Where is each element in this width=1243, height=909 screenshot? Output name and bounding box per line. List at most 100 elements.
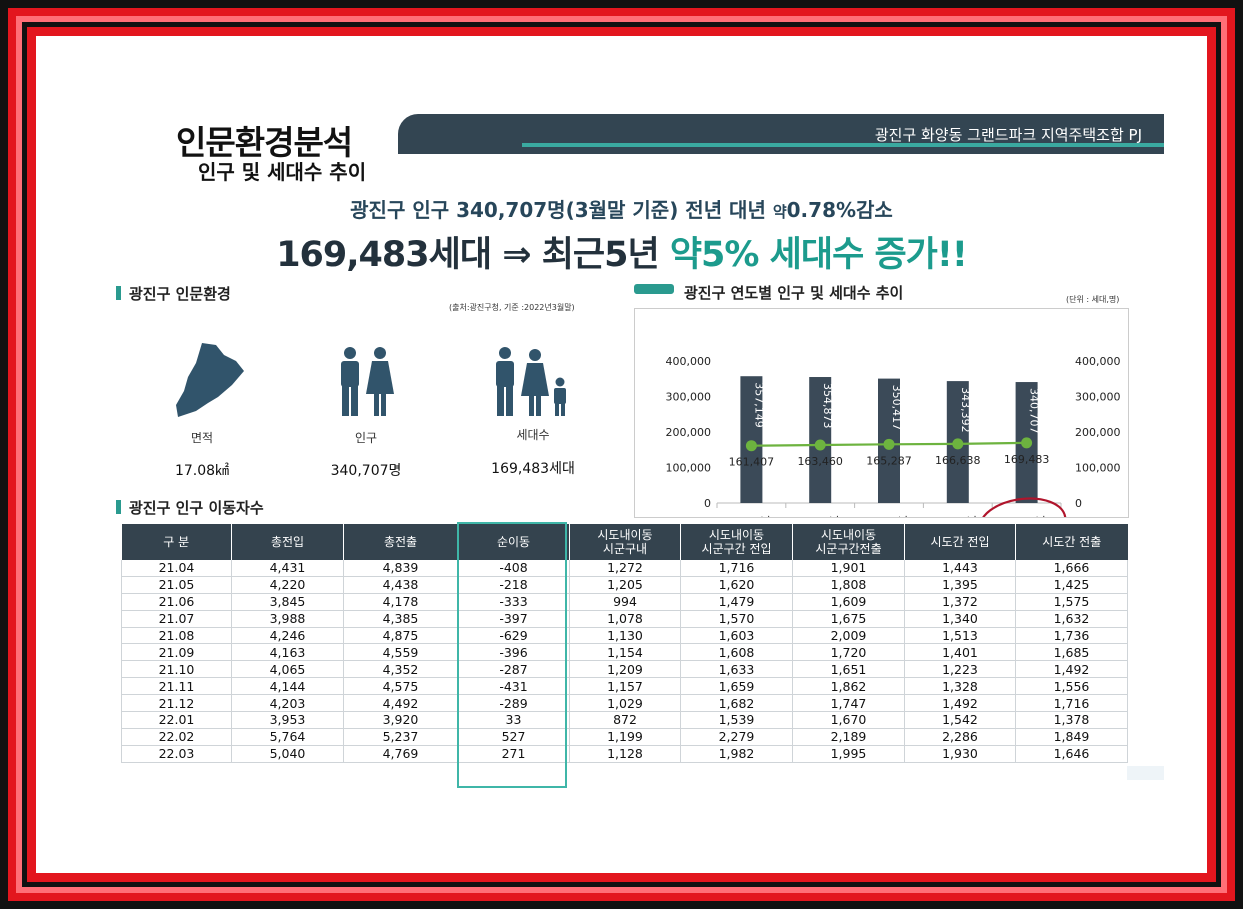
table-cell: 1,620 — [680, 576, 793, 594]
line-point — [952, 438, 964, 450]
table-cell: 4,431 — [231, 560, 344, 577]
table-cell: 4,385 — [343, 610, 458, 628]
table-cell: 2,009 — [792, 627, 905, 645]
table-row: 22.01 3,953 3,920 33 872 1,539 1,670 1,542 1,378 — [121, 711, 1128, 729]
table-cell: 1,372 — [904, 593, 1016, 611]
table-cell: -218 — [457, 576, 570, 594]
table-cell: 22.02 — [121, 728, 232, 746]
table-cell: 4,875 — [343, 627, 458, 645]
table-cell: 5,764 — [231, 728, 344, 746]
table-row: 21.10 4,065 4,352 -287 1,209 1,633 1,651 1,223 1… — [121, 660, 1128, 679]
table-cell: 1,716 — [1015, 694, 1128, 713]
line-point — [745, 440, 757, 452]
table-cell: 1,492 — [1015, 660, 1128, 679]
bar-data-label: 340,707 — [1028, 388, 1041, 434]
table-cell: 21.07 — [121, 610, 232, 628]
table-cell: 5,237 — [343, 728, 458, 746]
table-header: 총전출 — [343, 524, 458, 560]
table-cell: 3,845 — [231, 593, 344, 611]
table-cell: 21.04 — [121, 560, 232, 577]
table-cell: 4,065 — [231, 660, 344, 679]
bar-data-label: 350,417 — [890, 385, 903, 431]
table-cell: 22.01 — [121, 711, 232, 729]
table-cell: 1,205 — [569, 576, 681, 594]
y-tick-label-left: 200,000 — [666, 426, 712, 439]
table-cell: 4,220 — [231, 576, 344, 594]
table-cell: 2,279 — [680, 728, 793, 746]
table-cell: 1,608 — [680, 643, 793, 662]
line-point — [1021, 437, 1033, 449]
table-cell: 872 — [569, 711, 681, 729]
table-row: 21.06 3,845 4,178 -333 994 1,479 1,609 1,372 1,5… — [121, 593, 1128, 611]
table-row: 22.02 5,764 5,237 527 1,199 2,279 2,189 2,286 1,… — [121, 728, 1128, 746]
y-tick-label-left: 400,000 — [666, 355, 712, 368]
table-header: 시도간 전입 — [904, 524, 1016, 560]
table-cell: 4,178 — [343, 593, 458, 611]
table-cell: 21.05 — [121, 576, 232, 594]
table-cell: 4,144 — [231, 677, 344, 696]
table-cell: 21.10 — [121, 660, 232, 679]
table-cell: 1,340 — [904, 610, 1016, 628]
table-cell: 22.03 — [121, 745, 232, 763]
table-cell: -333 — [457, 593, 570, 611]
table-cell: 1,670 — [792, 711, 905, 729]
table-cell: 4,769 — [343, 745, 458, 763]
table-cell: 1,157 — [569, 677, 681, 696]
table-cell: 527 — [457, 728, 570, 746]
chart-title-accent — [634, 284, 674, 294]
table-cell: 1,223 — [904, 660, 1016, 679]
table-cell: 1,747 — [792, 694, 905, 713]
table-cell: 4,839 — [343, 560, 458, 577]
project-banner: 광진구 화양동 그랜드파크 지역주택조합 PJ — [398, 114, 1164, 154]
table-cell: 4,352 — [343, 660, 458, 679]
table-cell: 1,570 — [680, 610, 793, 628]
y-tick-label-right: 400,000 — [1075, 355, 1121, 368]
table-header: 시도내이동 시군구간 전입 — [680, 524, 793, 560]
table-row: 21.05 4,220 4,438 -218 1,205 1,620 1,808 1,395 1… — [121, 576, 1128, 594]
table-cell: 4,559 — [343, 643, 458, 662]
table-cell: 1,078 — [569, 610, 681, 628]
y-tick-label-right: 200,000 — [1075, 426, 1121, 439]
page-subtitle: 인구 및 세대수 추이 — [198, 160, 367, 184]
table-cell: 21.11 — [121, 677, 232, 696]
line-point — [814, 439, 826, 451]
table-cell: 4,438 — [343, 576, 458, 594]
table-cell: 1,666 — [1015, 560, 1128, 577]
table-cell: 271 — [457, 745, 570, 763]
table-header: 순이동 — [457, 524, 570, 560]
table-cell: 1,443 — [904, 560, 1016, 577]
table-cell: 3,953 — [231, 711, 344, 729]
table-header: 시도간 전출 — [1015, 524, 1128, 560]
table-cell: 3,988 — [231, 610, 344, 628]
env-label-area: 면적 — [190, 431, 214, 445]
y-tick-label-left: 300,000 — [666, 391, 712, 404]
slide: 인문환경분석 인구 및 세대수 추이 광진구 화양동 그랜드파크 지역주택조합 … — [36, 36, 1207, 873]
table-cell: 1,328 — [904, 677, 1016, 696]
table-header: 구 분 — [121, 524, 232, 560]
table-header: 시도내이동 시군구내 — [569, 524, 681, 560]
table-cell: 1,716 — [680, 560, 793, 577]
table-cell: 1,603 — [680, 627, 793, 645]
table-cell: 1,862 — [792, 677, 905, 696]
chart-section-title: 광진구 연도별 인구 및 세대수 추이 — [684, 284, 904, 302]
env-value-area: 17.08㎢ — [174, 463, 230, 479]
headline-population: 광진구 인구 340,707명(3월말 기준) 전년 대년 약0.78%감소 — [350, 198, 893, 222]
table-cell: 5,040 — [231, 745, 344, 763]
y-tick-label-right: 0 — [1075, 497, 1082, 510]
table-row: 21.09 4,163 4,559 -396 1,154 1,608 1,720 1,401 1… — [121, 643, 1128, 662]
table-cell: 1,513 — [904, 627, 1016, 645]
banner-accent-line — [522, 143, 1164, 147]
table-cell: 1,199 — [569, 728, 681, 746]
table-cell: 1,272 — [569, 560, 681, 577]
y-tick-label-left: 0 — [704, 497, 711, 510]
table-cell: 1,632 — [1015, 610, 1128, 628]
migration-table: 구 분 총전입 총전출 순이동 시도내이동 시군구내 시도내이동 시군구간 전입 시도내이동 시군… — [121, 524, 1128, 763]
table-cell: 1,575 — [1015, 593, 1128, 611]
x-tick-label: 2018년 — [732, 515, 770, 517]
table-cell: 21.12 — [121, 694, 232, 713]
table-cell: 4,246 — [231, 627, 344, 645]
table-cell: 1,651 — [792, 660, 905, 679]
population-chart: 0 100,000 200,000 300,000 400,000 0 100,000 200… — [634, 308, 1129, 518]
table-cell: 1,479 — [680, 593, 793, 611]
table-cell: 1,128 — [569, 745, 681, 763]
